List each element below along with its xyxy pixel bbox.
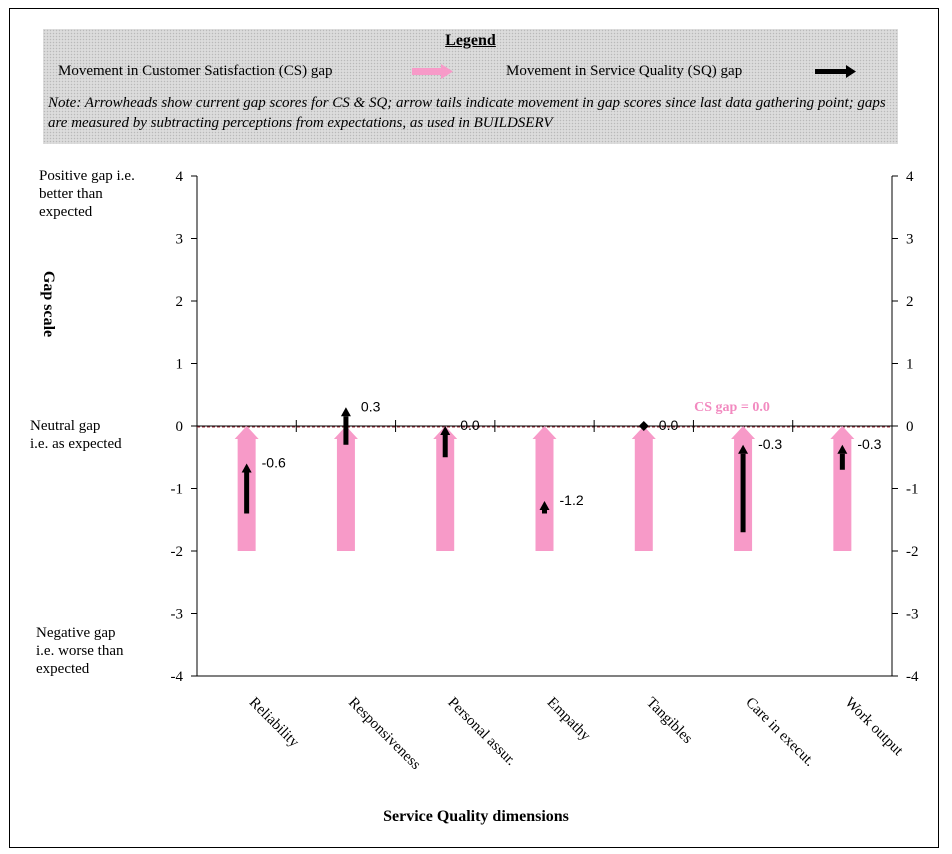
- y-tick-label-left: -4: [171, 669, 184, 685]
- sq-gap-value-label: 0.0: [460, 417, 480, 433]
- sq-gap-arrowhead: [837, 444, 848, 454]
- y-tick-label-left: -2: [171, 544, 184, 560]
- legend-sq-label: Movement in Service Quality (SQ) gap: [506, 63, 743, 79]
- legend-cs-arrow-swatch: [412, 64, 453, 79]
- cs-gap-arrow: [532, 426, 557, 551]
- y-tick-label-left: -1: [171, 482, 184, 498]
- x-category-label: Empathy: [544, 695, 594, 745]
- sq-gap-arrow: [740, 453, 746, 533]
- sq-gap-arrowhead: [340, 407, 351, 417]
- sq-gap-arrowhead: [738, 444, 749, 454]
- y-tick-label-right: 1: [906, 357, 914, 373]
- y-tick-label-left: 3: [176, 232, 184, 248]
- x-category-label: Personal assur.: [444, 695, 518, 769]
- sq-gap-value-label: -0.6: [262, 455, 286, 471]
- y-tick-label-right: 0: [906, 419, 914, 435]
- sq-gap-arrow: [542, 510, 547, 514]
- cs-gap-annotation: CS gap = 0.0: [694, 400, 770, 415]
- chart-frame: [9, 8, 939, 848]
- y-tick-label-right: 3: [906, 232, 914, 248]
- sq-gap-arrowhead: [241, 463, 252, 473]
- legend-note: Note: Arrowheads show current gap scores…: [48, 95, 886, 131]
- positive-gap-label: Positive gap i.e. better than expected: [39, 168, 135, 220]
- cs-gap-arrow: [631, 426, 656, 551]
- y-tick-label-right: -4: [906, 669, 919, 685]
- sq-gap-arrow: [839, 453, 845, 470]
- negative-gap-label: Negative gap i.e. worse than expected: [36, 625, 124, 677]
- sq-gap-arrow: [442, 435, 448, 458]
- y-tick-label-left: 1: [176, 357, 184, 373]
- sq-gap-value-label: -0.3: [758, 436, 782, 452]
- sq-gap-arrow: [638, 421, 649, 431]
- cs-gap-arrow: [333, 426, 358, 551]
- y-tick-label-right: -2: [906, 544, 919, 560]
- x-category-label: Reliability: [246, 695, 302, 751]
- legend-cs-label: Movement in Customer Satisfaction (CS) g…: [58, 63, 333, 79]
- legend-sq-arrow-swatch: [815, 65, 856, 78]
- x-category-label: Care in execut.: [742, 695, 817, 770]
- x-axis-title: Service Quality dimensions: [383, 808, 569, 825]
- sq-gap-value-label: -0.3: [857, 436, 881, 452]
- sq-gap-arrowhead: [539, 501, 550, 510]
- sq-gap-value-label: 0.3: [361, 398, 381, 414]
- y-tick-label-right: 2: [906, 294, 914, 310]
- sq-gap-value-label: 0.0: [659, 417, 679, 433]
- legend-title: Legend: [445, 32, 496, 49]
- x-category-label: Tangibles: [643, 695, 696, 748]
- neutral-gap-label: Neutral gap i.e. as expected: [30, 418, 122, 452]
- x-category-label: Responsiveness: [345, 695, 424, 774]
- sq-gap-arrowhead: [440, 426, 451, 435]
- y-tick-label-left: 4: [176, 169, 184, 185]
- cs-gap-arrow: [830, 426, 855, 551]
- y-tick-label-right: -3: [906, 607, 919, 623]
- legend: Legend Movement in Customer Satisfaction…: [43, 29, 898, 144]
- x-category-label: Work output: [842, 695, 907, 760]
- sq-gap-value-label: -1.2: [560, 492, 584, 508]
- sq-gap-arrow: [244, 472, 250, 514]
- cs-gap-arrow: [433, 426, 458, 551]
- y-tick-label-left: 2: [176, 294, 184, 310]
- y-tick-label-right: -1: [906, 482, 919, 498]
- sq-gap-arrow: [343, 416, 349, 445]
- y-tick-label-left: -3: [171, 607, 184, 623]
- y-tick-label-left: 0: [176, 419, 184, 435]
- y-tick-label-right: 4: [906, 169, 914, 185]
